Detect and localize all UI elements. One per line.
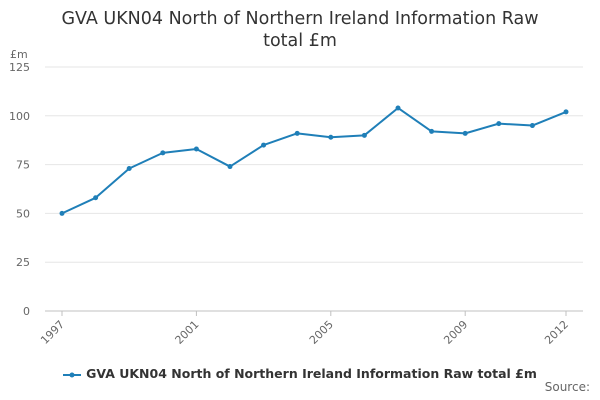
data-point [462, 130, 468, 136]
y-axis: £m 0 25 50 75 100 125 [9, 48, 30, 318]
data-point [529, 123, 535, 129]
y-tick-label: 0 [23, 305, 30, 318]
legend-label: GVA UKN04 North of Northern Ireland Info… [86, 366, 537, 381]
x-tick-label: 2005 [307, 318, 336, 347]
data-point [160, 150, 166, 156]
data-point [193, 146, 199, 152]
x-tick-label: 2001 [173, 318, 202, 347]
data-point [294, 130, 300, 136]
data-point [496, 121, 502, 127]
data-point [563, 109, 569, 115]
series-line [61, 106, 567, 215]
data-point [261, 142, 267, 148]
chart-title-line-2: total £m [263, 31, 337, 51]
y-tick-label: 25 [16, 256, 30, 269]
y-axis-label: £m [10, 48, 28, 61]
y-tick-label: 75 [16, 159, 30, 172]
y-tick-label: 100 [9, 110, 30, 123]
chart-title-line-1: GVA UKN04 North of Northern Ireland Info… [61, 9, 539, 29]
y-tick-label: 50 [16, 207, 30, 220]
y-tick-label: 125 [9, 61, 30, 74]
grid-lines [45, 66, 583, 312]
x-tick-label: 2009 [441, 318, 470, 347]
data-point [429, 128, 435, 134]
data-point [93, 195, 99, 201]
x-tick-label: 2012 [542, 318, 571, 347]
data-point [59, 210, 65, 216]
data-point [328, 134, 334, 140]
data-point [361, 132, 367, 138]
x-tick-label: 1997 [38, 318, 67, 347]
x-axis: 1997 2001 2005 2009 2012 [38, 311, 571, 347]
data-point [395, 105, 401, 111]
legend-swatch-line-icon [63, 372, 82, 377]
source-label: Source: [544, 380, 590, 394]
data-point [126, 166, 132, 172]
legend[interactable]: GVA UKN04 North of Northern Ireland Info… [0, 366, 600, 381]
series-group [59, 105, 569, 216]
data-point [227, 164, 233, 170]
chart-title: GVA UKN04 North of Northern Ireland Info… [0, 8, 600, 52]
